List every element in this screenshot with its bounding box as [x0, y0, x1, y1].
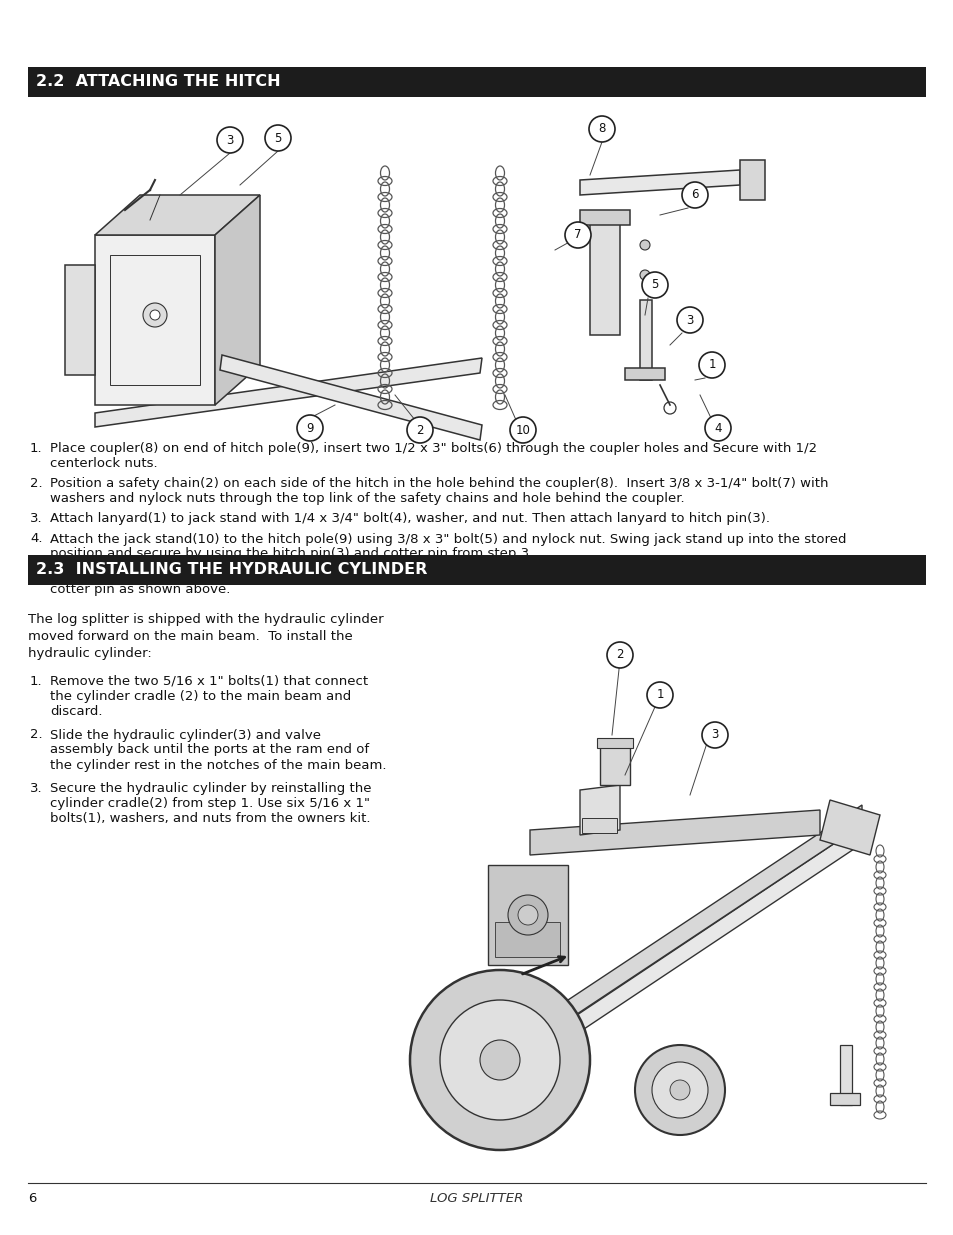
Circle shape: [669, 1079, 689, 1100]
Circle shape: [677, 308, 702, 333]
Circle shape: [646, 682, 672, 708]
Circle shape: [439, 1000, 559, 1120]
Text: 5.: 5.: [30, 568, 43, 580]
Text: 6: 6: [28, 1193, 36, 1205]
Text: 3: 3: [711, 729, 718, 741]
Circle shape: [407, 417, 433, 443]
Bar: [840, 1045, 851, 1105]
Circle shape: [517, 905, 537, 925]
Bar: [488, 864, 567, 965]
Polygon shape: [220, 354, 481, 440]
Circle shape: [507, 895, 547, 935]
Text: 2.3  INSTALLING THE HYDRAULIC CYLINDER: 2.3 INSTALLING THE HYDRAULIC CYLINDER: [36, 562, 427, 578]
Circle shape: [639, 270, 649, 280]
Circle shape: [704, 415, 730, 441]
Text: 10: 10: [515, 424, 530, 436]
Circle shape: [296, 415, 323, 441]
Text: 3.: 3.: [30, 782, 43, 795]
Circle shape: [143, 303, 167, 327]
Polygon shape: [95, 195, 260, 235]
Circle shape: [635, 1045, 724, 1135]
Circle shape: [265, 125, 291, 151]
Circle shape: [699, 352, 724, 378]
Bar: [581, 818, 617, 832]
Polygon shape: [95, 358, 481, 427]
Text: 5: 5: [651, 279, 658, 291]
Text: 2.: 2.: [30, 729, 43, 741]
Polygon shape: [65, 266, 95, 375]
Polygon shape: [214, 195, 260, 405]
Text: Position a safety chain(2) on each side of the hitch in the hole behind the coup: Position a safety chain(2) on each side …: [50, 477, 827, 505]
Text: 9: 9: [306, 421, 314, 435]
Circle shape: [564, 222, 590, 248]
Text: 3: 3: [226, 133, 233, 147]
Circle shape: [479, 1040, 519, 1079]
Bar: [589, 215, 619, 335]
Bar: [597, 739, 633, 748]
Circle shape: [150, 310, 160, 320]
Text: 7: 7: [574, 228, 581, 242]
Text: 2.: 2.: [30, 477, 43, 490]
Text: 2: 2: [416, 424, 423, 436]
Polygon shape: [95, 235, 214, 405]
Circle shape: [410, 969, 589, 1150]
Text: 5: 5: [274, 131, 281, 144]
Bar: [639, 300, 651, 380]
Text: 1.: 1.: [30, 442, 43, 454]
Circle shape: [588, 116, 615, 142]
Polygon shape: [820, 800, 879, 855]
Text: 2: 2: [616, 648, 623, 662]
Bar: [829, 1093, 859, 1105]
Circle shape: [681, 182, 707, 207]
Text: Slide the hydraulic cylinder(3) and valve
assembly back until the ports at the r: Slide the hydraulic cylinder(3) and valv…: [50, 729, 386, 772]
Bar: [28, 67, 925, 98]
Circle shape: [701, 722, 727, 748]
Bar: [740, 161, 764, 200]
Polygon shape: [470, 825, 862, 1105]
Text: Attach the jack stand(10) to the hitch pole(9) using 3/8 x 3" bolt(5) and nylock: Attach the jack stand(10) to the hitch p…: [50, 532, 845, 561]
Bar: [495, 923, 559, 957]
Bar: [599, 745, 629, 785]
Circle shape: [606, 642, 633, 668]
Text: 1: 1: [707, 358, 715, 372]
Circle shape: [639, 240, 649, 249]
Text: 1: 1: [656, 688, 663, 701]
Text: 4: 4: [714, 421, 721, 435]
Text: 6: 6: [691, 189, 698, 201]
Bar: [110, 254, 200, 385]
Polygon shape: [470, 805, 862, 1086]
Circle shape: [216, 127, 243, 153]
Polygon shape: [579, 785, 619, 835]
Text: 4.: 4.: [30, 532, 43, 546]
Bar: [28, 555, 925, 585]
Circle shape: [641, 272, 667, 298]
Text: Place coupler(8) on end of hitch pole(9), insert two 1/2 x 3" bolts(6) through t: Place coupler(8) on end of hitch pole(9)…: [50, 442, 817, 471]
Text: 8: 8: [598, 122, 605, 136]
Circle shape: [510, 417, 536, 443]
Bar: [624, 368, 664, 380]
Polygon shape: [530, 810, 820, 855]
Polygon shape: [579, 170, 740, 195]
Text: Remove the two 5/16 x 1" bolts(1) that connect
the cylinder cradle (2) to the ma: Remove the two 5/16 x 1" bolts(1) that c…: [50, 676, 368, 718]
Text: LOG SPLITTER: LOG SPLITTER: [430, 1193, 523, 1205]
Text: 3: 3: [685, 314, 693, 326]
Text: Place hitch pole in position at the front of the machine and mount using 3/8 x 3: Place hitch pole in position at the fron…: [50, 568, 829, 595]
Text: 3.: 3.: [30, 513, 43, 525]
Text: Secure the hydraulic cylinder by reinstalling the
cylinder cradle(2) from step 1: Secure the hydraulic cylinder by reinsta…: [50, 782, 371, 825]
Text: 1.: 1.: [30, 676, 43, 688]
Text: Attach lanyard(1) to jack stand with 1/4 x 3/4" bolt(4), washer, and nut. Then a: Attach lanyard(1) to jack stand with 1/4…: [50, 513, 769, 525]
Text: 2.2  ATTACHING THE HITCH: 2.2 ATTACHING THE HITCH: [36, 74, 280, 89]
Bar: [579, 210, 629, 225]
Circle shape: [651, 1062, 707, 1118]
Text: The log splitter is shipped with the hydraulic cylinder
moved forward on the mai: The log splitter is shipped with the hyd…: [28, 613, 383, 659]
